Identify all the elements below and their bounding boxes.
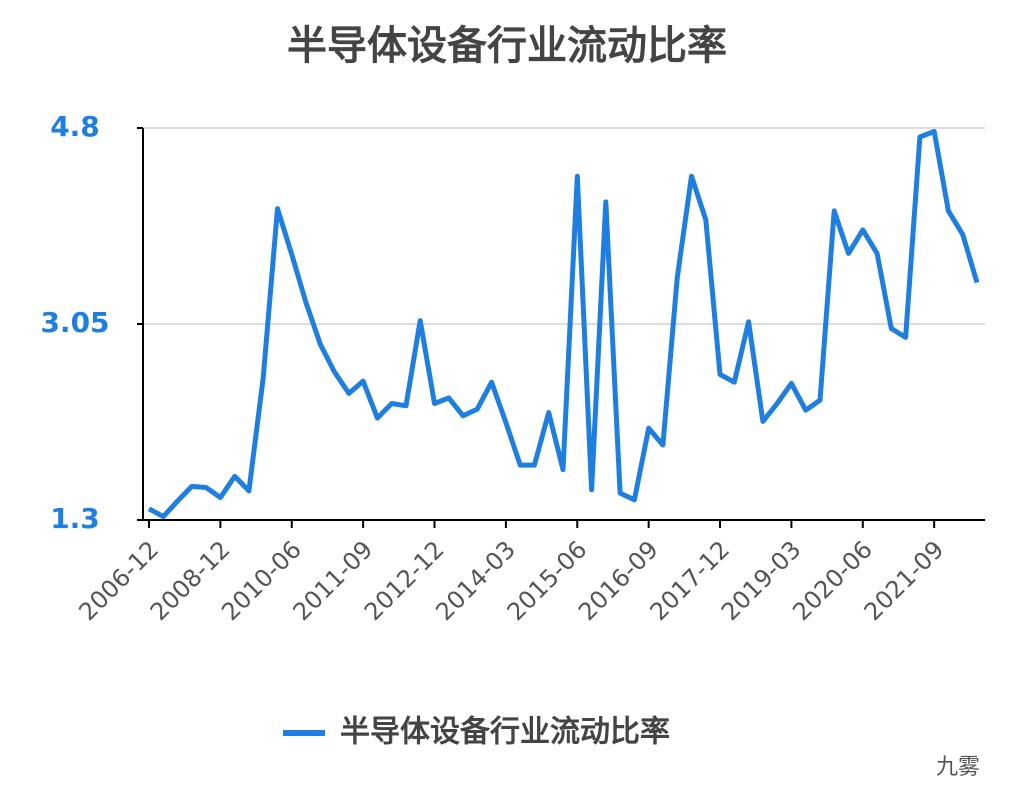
data-line	[147, 128, 980, 520]
chart-title: 半导体设备行业流动比率	[287, 23, 727, 69]
y-tick-label: 3.05	[40, 306, 109, 339]
watermark: 九雾	[936, 755, 980, 780]
legend-label: 半导体设备行业流动比率	[340, 715, 670, 750]
x-tick-label: 2021-09	[859, 535, 950, 626]
y-tick-label: 1.3	[50, 502, 100, 535]
y-tick-label: 4.8	[50, 110, 100, 143]
